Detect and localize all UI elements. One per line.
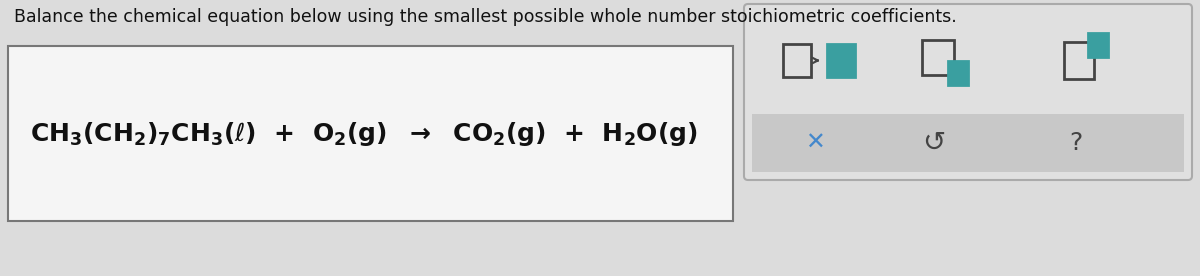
Bar: [8, 46, 733, 221]
Text: ?: ?: [1069, 131, 1082, 155]
Bar: [922, 40, 954, 75]
Bar: [1064, 42, 1094, 79]
Text: Balance the chemical equation below using the smallest possible whole number sto: Balance the chemical equation below usin…: [14, 8, 956, 26]
Bar: [752, 114, 1184, 172]
Bar: [1088, 33, 1108, 57]
Text: ✕: ✕: [805, 131, 824, 155]
Bar: [784, 44, 811, 77]
Text: ↺: ↺: [923, 129, 946, 157]
FancyBboxPatch shape: [744, 4, 1192, 180]
Bar: [827, 44, 854, 77]
Bar: [948, 61, 968, 85]
Text: $\mathbf{CH_3(CH_2)_7CH_3}$($\ell$)  +  $\mathbf{O_2}$(g)  $\mathbf{\rightarrow}: $\mathbf{CH_3(CH_2)_7CH_3}$($\ell$) + $\…: [30, 120, 698, 147]
